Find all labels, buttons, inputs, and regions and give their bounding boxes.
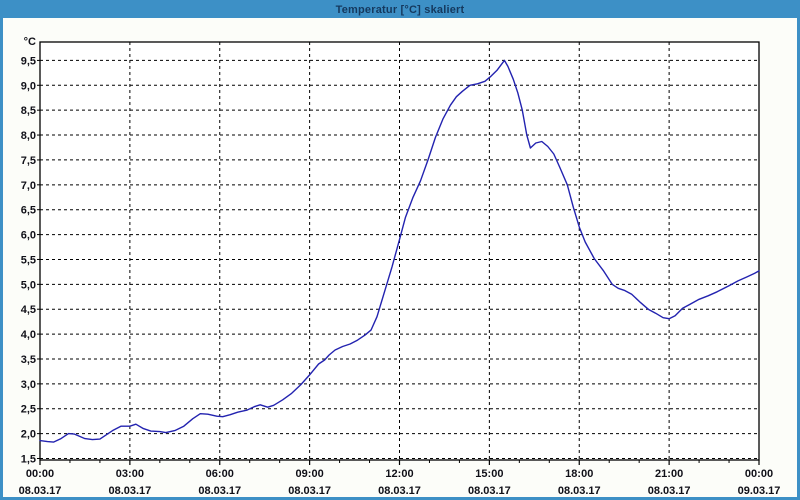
chart-area: 1,5 2,0 2,5 3,0 3,5 4,0 4,5 5,0 5,5 6,0 6,5 7,0 7,5 8…	[3, 18, 797, 497]
y-tick-label: 2,0	[21, 429, 36, 441]
x-tick-time-label: 00:00	[745, 468, 773, 480]
y-tick-label: 5,0	[21, 279, 36, 291]
x-tick-time-label: 03:00	[116, 468, 144, 480]
x-tick-time-label: 06:00	[206, 468, 234, 480]
y-tick-label: 3,0	[21, 379, 36, 391]
x-tick-date-label: 08.03.17	[19, 485, 62, 497]
x-tick-time-label: 18:00	[565, 468, 593, 480]
x-tick-date-label: 08.03.17	[558, 485, 601, 497]
x-tick-time-label: 09:00	[296, 468, 324, 480]
y-axis-unit-label: °C	[24, 36, 36, 48]
y-tick-label: 4,0	[21, 329, 36, 341]
y-tick-label: 4,5	[21, 304, 36, 316]
y-tick-label: 6,0	[21, 230, 36, 242]
y-tick-label: 5,5	[21, 254, 36, 266]
y-tick-label: 7,0	[21, 180, 36, 192]
y-tick-label: 6,5	[21, 205, 36, 217]
x-tick-time-label: 12:00	[385, 468, 413, 480]
y-tick-label: 1,5	[21, 454, 36, 466]
y-tick-label: 9,5	[21, 55, 36, 67]
x-tick-time-label: 21:00	[655, 468, 683, 480]
y-tick-label: 2,5	[21, 404, 36, 416]
x-tick-date-label: 08.03.17	[198, 485, 241, 497]
title-bar[interactable]: Temperatur [°C] skaliert	[3, 3, 797, 18]
y-tick-label: 8,0	[21, 130, 36, 142]
x-tick-date-label: 08.03.17	[288, 485, 331, 497]
y-tick-label: 8,5	[21, 105, 36, 117]
x-tick-date-label: 08.03.17	[108, 485, 151, 497]
window-title: Temperatur [°C] skaliert	[335, 3, 465, 16]
x-tick-date-label: 08.03.17	[648, 485, 691, 497]
temperature-line	[39, 59, 760, 443]
plot-frame	[39, 41, 760, 461]
y-tick-label: 9,0	[21, 80, 36, 92]
y-tick-label: 7,5	[21, 155, 36, 167]
x-tick-time-label: 00:00	[26, 468, 54, 480]
x-tick-date-label: 09.03.17	[738, 485, 781, 497]
x-tick-time-label: 15:00	[475, 468, 503, 480]
x-tick-date-label: 08.03.17	[378, 485, 421, 497]
temperature-chart: 1,5 2,0 2,5 3,0 3,5 4,0 4,5 5,0 5,5 6,0 6,5 7,0 7,5 8…	[19, 36, 781, 497]
x-tick-date-label: 08.03.17	[468, 485, 511, 497]
y-tick-label: 3,5	[21, 354, 36, 366]
